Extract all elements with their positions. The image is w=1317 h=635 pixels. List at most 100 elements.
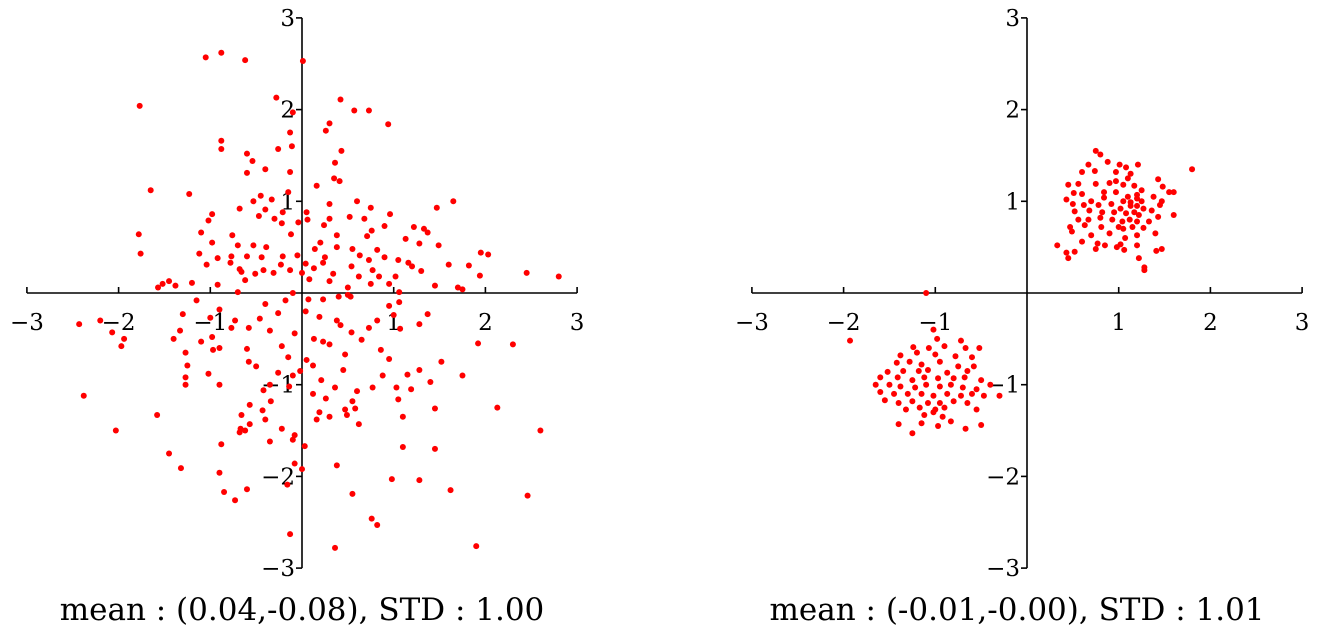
data-point [347,293,354,300]
data-point [368,227,375,234]
data-point [1134,202,1141,209]
data-point [523,269,530,276]
data-point [356,252,363,259]
data-point [182,374,189,381]
data-point [1095,201,1102,208]
data-point [897,352,904,359]
data-point [918,361,925,368]
data-point [950,398,957,405]
data-point [1121,246,1128,253]
data-point [1094,240,1101,247]
data-point [900,367,907,374]
data-point [278,220,285,227]
data-point [399,444,406,451]
data-point [305,296,312,303]
data-point [259,407,266,414]
data-point [924,400,931,407]
data-point [374,317,381,324]
data-point [179,311,186,318]
data-point [284,481,291,488]
data-point [1155,176,1162,183]
data-point [330,270,337,277]
y-tick-label: 3 [280,6,295,32]
data-point [349,490,356,497]
data-point [326,413,333,420]
data-point [964,367,971,374]
data-point [1134,242,1141,249]
data-point [1140,205,1147,212]
data-point [1123,164,1130,171]
data-point [387,211,394,218]
data-point [297,367,304,374]
data-point [249,157,256,164]
data-point [207,314,214,321]
data-point [1124,193,1131,200]
data-point [1098,223,1105,230]
data-point [198,338,205,345]
data-point [395,256,402,263]
data-point [431,445,438,452]
data-point [941,404,948,411]
data-point [381,254,388,261]
data-point [374,522,381,529]
data-point [275,369,282,376]
data-point [913,349,920,356]
data-point [310,265,317,272]
data-point [925,345,932,352]
data-point [388,476,395,483]
data-point [964,400,971,407]
data-point [335,293,342,300]
data-point [299,57,306,64]
data-point [473,543,480,550]
data-point [346,213,353,220]
chart-caption: mean : (-0.01,-0.00), STD : 1.01 [769,592,1264,628]
data-point [427,378,434,385]
data-point [266,438,273,445]
data-point [424,311,431,318]
data-point [433,204,440,211]
data-point [936,358,943,365]
data-point [910,344,917,351]
data-point [1119,218,1126,225]
data-point [135,231,142,238]
x-tick-label: −1 [918,310,952,336]
data-point [97,317,104,324]
data-point [369,384,376,391]
data-point [1120,225,1127,232]
data-point [166,450,173,457]
data-point [216,381,223,388]
data-point [477,249,484,256]
data-point [970,363,977,370]
data-point [475,340,482,347]
data-point [172,282,179,289]
data-point [390,312,397,319]
data-point [459,286,466,293]
data-point [228,253,235,260]
data-point [877,374,884,381]
data-point [318,377,325,384]
data-point [1138,198,1145,205]
data-point [228,324,235,331]
data-point [1104,158,1111,165]
data-point [1080,201,1087,208]
data-point [1067,223,1074,230]
data-point [431,282,438,289]
data-point [342,351,349,358]
data-point [1063,249,1070,256]
data-point [155,284,162,291]
data-point [1091,168,1098,175]
data-point [1069,201,1076,208]
data-point [1063,196,1070,203]
data-point [349,398,356,405]
data-point [229,232,236,239]
data-point [1127,202,1134,209]
data-point [344,284,351,291]
x-tick-label: 3 [1295,310,1310,336]
data-point [289,109,296,116]
data-point [285,354,292,361]
data-point [326,341,333,348]
data-point [294,252,301,259]
data-point [404,371,411,378]
data-point [1159,183,1166,190]
data-point [317,239,324,246]
